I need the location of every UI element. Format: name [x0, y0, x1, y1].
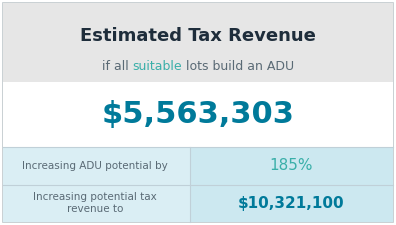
Text: Increasing potential tax
revenue to: Increasing potential tax revenue to	[33, 192, 157, 214]
Text: if all: if all	[102, 60, 133, 73]
Bar	[190, 147, 393, 184]
Bar	[3, 3, 393, 82]
Bar	[190, 184, 393, 222]
Text: 185%: 185%	[270, 158, 313, 173]
Text: lots build an ADU: lots build an ADU	[182, 60, 294, 73]
Text: suitable: suitable	[133, 60, 182, 73]
Text: $10,321,100: $10,321,100	[238, 196, 345, 211]
Text: Estimated Tax Revenue: Estimated Tax Revenue	[80, 27, 316, 45]
Bar	[3, 82, 393, 147]
Text: Increasing ADU potential by: Increasing ADU potential by	[22, 161, 168, 171]
Bar	[3, 147, 393, 222]
Text: $5,563,303: $5,563,303	[101, 100, 295, 129]
